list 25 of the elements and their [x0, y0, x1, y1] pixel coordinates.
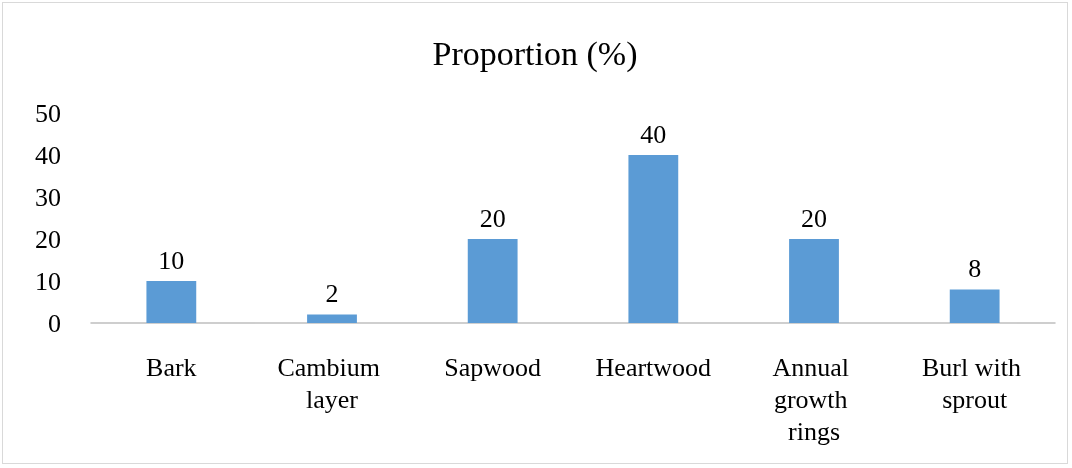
bar: [628, 155, 679, 323]
x-tick-label: Sapwood: [444, 352, 542, 382]
x-tick-label: Cambium layer: [277, 352, 387, 414]
y-tick-label: 40: [35, 140, 61, 170]
bar: [467, 239, 518, 323]
data-label: 2: [325, 279, 339, 309]
chart-title: Proportion (%): [432, 34, 638, 73]
y-tick-label: 0: [48, 308, 61, 338]
bar: [307, 314, 357, 323]
data-label: 10: [158, 245, 185, 275]
y-tick-label: 20: [35, 224, 61, 254]
x-tick-label: Annual growth rings: [772, 352, 856, 446]
data-label: 40: [640, 119, 667, 149]
data-label: 8: [968, 253, 982, 283]
data-label: 20: [801, 203, 827, 233]
x-tick-label: Bark: [146, 352, 197, 382]
bar: [949, 289, 1000, 323]
y-tick-label: 30: [35, 182, 61, 212]
data-label: 20: [479, 203, 506, 233]
x-tick-label: Burl with sprout: [921, 352, 1028, 414]
y-tick-label: 10: [35, 266, 61, 296]
bar: [146, 281, 197, 323]
x-tick-label: Heartwood: [595, 352, 712, 382]
y-tick-label: 50: [35, 98, 61, 128]
bar: [789, 239, 839, 323]
